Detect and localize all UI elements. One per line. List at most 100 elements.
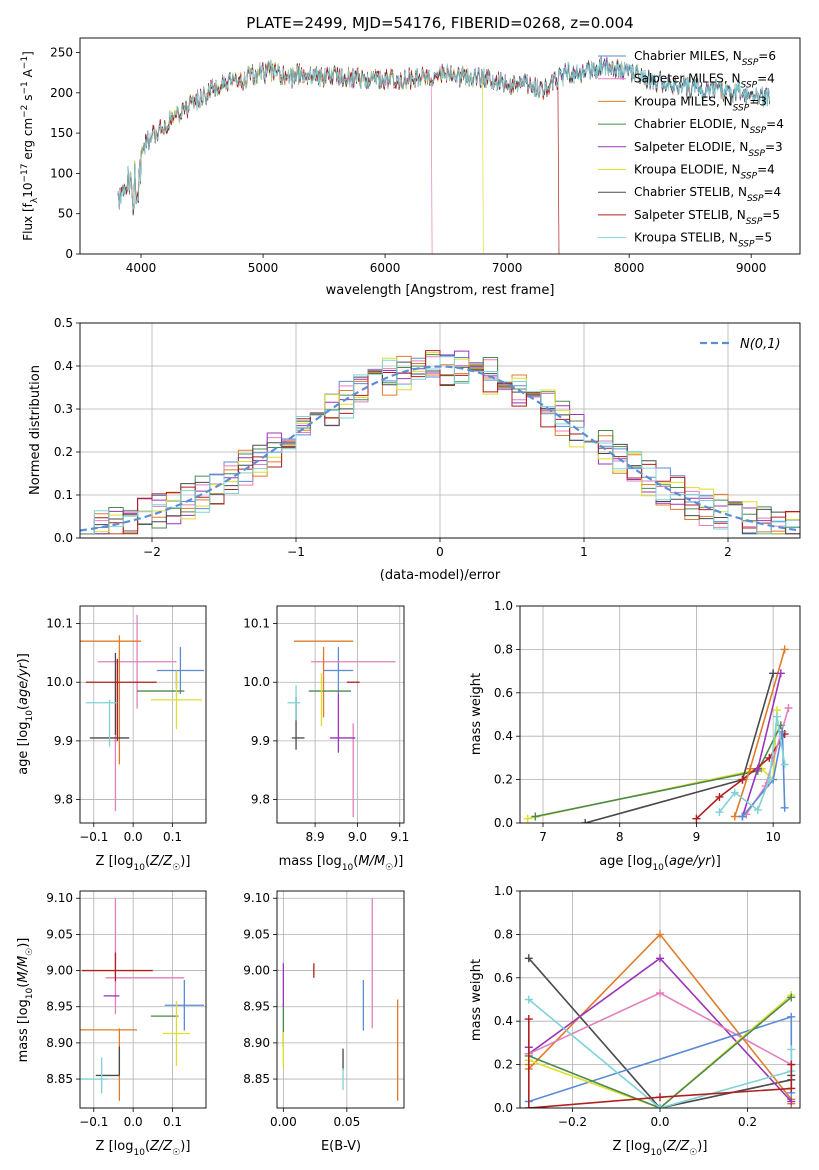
series-marker xyxy=(787,1012,796,1021)
x-tick-label: 0.0 xyxy=(124,830,143,844)
series-marker xyxy=(787,1097,796,1106)
x-tick-label: 9.0 xyxy=(348,830,367,844)
y-tick-label: 0.4 xyxy=(54,359,73,373)
plot-area-mass-z xyxy=(80,898,205,1101)
series-marker xyxy=(780,760,789,769)
x-axis-label: Z [log10(Z/Z☉)] xyxy=(96,854,191,873)
y-tick-label: 9.9 xyxy=(251,734,270,748)
y-tick-label: 9.10 xyxy=(46,891,73,905)
y-tick-label: 1.0 xyxy=(494,884,513,898)
series-marker xyxy=(787,1060,796,1069)
y-tick-label: 0.2 xyxy=(54,445,73,459)
y-tick-label: 9.00 xyxy=(46,964,73,978)
y-tick-label: 250 xyxy=(50,46,73,60)
axes-frame xyxy=(519,605,801,824)
y-tick-label: 0 xyxy=(65,247,73,261)
y-tick-label: 0.2 xyxy=(494,1058,513,1072)
plot-area-weight-age xyxy=(523,645,793,823)
y-tick-label: 9.9 xyxy=(54,734,73,748)
x-tick-label: 6000 xyxy=(370,261,401,275)
legend-entry: N(0,1) xyxy=(740,337,781,352)
series-marker xyxy=(780,645,789,654)
y-tick-label: 0.0 xyxy=(494,1101,513,1115)
x-tick-label: 7 xyxy=(539,830,547,844)
series-marker xyxy=(776,669,785,678)
plot-area-age-z xyxy=(80,614,205,812)
series-marker xyxy=(772,712,781,721)
x-tick-label: 5000 xyxy=(248,261,279,275)
y-tick-label: 8.95 xyxy=(46,1000,73,1014)
legend-entry: Salpeter MILES, NSSP=4 xyxy=(634,72,775,91)
y-tick-label: 8.85 xyxy=(46,1072,73,1086)
legend-entry: Chabrier ELODIE, NSSP=4 xyxy=(634,117,784,136)
x-axis-label: Z [log10(Z/Z☉)] xyxy=(613,1139,708,1158)
x-tick-label: 0.2 xyxy=(738,1115,757,1129)
series-marker xyxy=(524,954,533,963)
plot-area-residuals xyxy=(80,350,800,535)
y-tick-label: 1.0 xyxy=(494,599,513,613)
series-marker xyxy=(787,1045,796,1054)
series-marker xyxy=(531,812,540,821)
series-marker xyxy=(753,805,762,814)
y-tick-label: 0.1 xyxy=(54,488,73,502)
y-tick-label: 0.8 xyxy=(494,927,513,941)
x-tick-label: 9 xyxy=(693,830,701,844)
x-tick-label: 9000 xyxy=(736,261,767,275)
y-tick-label: 10.0 xyxy=(46,675,73,689)
series-marker xyxy=(787,1084,796,1093)
x-tick-label: 7000 xyxy=(492,261,523,275)
y-tick-label: 8.95 xyxy=(243,1000,270,1014)
legend-entry: Kroupa MILES, NSSP=3 xyxy=(634,94,767,113)
series-marker xyxy=(765,775,774,784)
y-tick-label: 10.1 xyxy=(46,617,73,631)
series-marker xyxy=(715,792,724,801)
y-tick-label: 0.3 xyxy=(54,402,73,416)
y-tick-label: 9.8 xyxy=(54,793,73,807)
x-tick-label: 0.0 xyxy=(650,1115,669,1129)
y-axis-label: age [log10(age/yr)] xyxy=(16,653,35,775)
series-line xyxy=(528,998,793,1108)
legend-entry: Chabrier MILES, NSSP=6 xyxy=(634,49,776,68)
series-marker xyxy=(738,812,747,821)
y-tick-label: 0.2 xyxy=(494,773,513,787)
x-tick-label: 10 xyxy=(766,830,781,844)
x-tick-label: 0.00 xyxy=(270,1115,297,1129)
series-marker xyxy=(769,669,778,678)
plot-area-mass-ebv xyxy=(282,898,399,1101)
series-marker xyxy=(746,764,755,773)
chart-title: PLATE=2499, MJD=54176, FIBERID=0268, z=0… xyxy=(246,14,633,32)
legend-entry: Salpeter ELODIE, NSSP=3 xyxy=(634,140,783,159)
series-marker xyxy=(524,1104,533,1108)
plot-area-age-mass xyxy=(287,640,396,818)
series-marker xyxy=(730,788,739,797)
y-tick-label: 9.00 xyxy=(243,964,270,978)
y-tick-label: 0.8 xyxy=(494,642,513,656)
x-axis-label: wavelength [Angstrom, rest frame] xyxy=(326,283,555,298)
y-tick-label: 8.90 xyxy=(243,1036,270,1050)
x-tick-label: −1 xyxy=(287,545,305,559)
series-marker xyxy=(787,993,796,1002)
y-axis-label: Normed distribution xyxy=(28,365,43,495)
series-marker xyxy=(753,764,762,773)
x-axis-label: Z [log10(Z/Z☉)] xyxy=(96,1139,191,1158)
x-tick-label: 0.05 xyxy=(333,1115,360,1129)
y-axis-label: mass weight xyxy=(469,673,484,755)
axes-frame xyxy=(276,605,405,824)
series-line xyxy=(718,716,786,813)
x-axis-label: age [log10(age/yr)] xyxy=(599,854,721,873)
series-marker xyxy=(738,775,747,784)
x-tick-label: −2 xyxy=(143,545,161,559)
x-tick-label: 8 xyxy=(616,830,624,844)
y-tick-label: 0.0 xyxy=(54,531,73,545)
x-axis-label: mass [log10(M/M☉)] xyxy=(279,854,404,873)
plot-area-spectrum xyxy=(117,55,770,254)
legend-entry: Salpeter STELIB, NSSP=5 xyxy=(634,208,780,227)
y-tick-label: 9.8 xyxy=(251,793,270,807)
normal-curve xyxy=(80,365,800,532)
legend-entry: Chabrier STELIB, NSSP=4 xyxy=(634,185,781,204)
y-tick-label: 0.0 xyxy=(494,816,513,830)
x-tick-label: 2 xyxy=(724,545,732,559)
y-tick-label: 8.90 xyxy=(46,1036,73,1050)
y-tick-label: 8.85 xyxy=(243,1072,270,1086)
y-axis-label: mass weight xyxy=(469,959,484,1041)
